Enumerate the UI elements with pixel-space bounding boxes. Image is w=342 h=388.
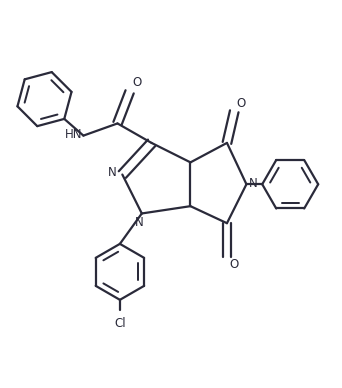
Text: N: N bbox=[135, 216, 144, 229]
Text: HN: HN bbox=[65, 128, 82, 141]
Text: N: N bbox=[249, 177, 258, 190]
Text: Cl: Cl bbox=[114, 317, 126, 330]
Text: N: N bbox=[107, 166, 116, 178]
Text: O: O bbox=[132, 76, 141, 89]
Text: O: O bbox=[237, 97, 246, 110]
Text: O: O bbox=[229, 258, 239, 272]
